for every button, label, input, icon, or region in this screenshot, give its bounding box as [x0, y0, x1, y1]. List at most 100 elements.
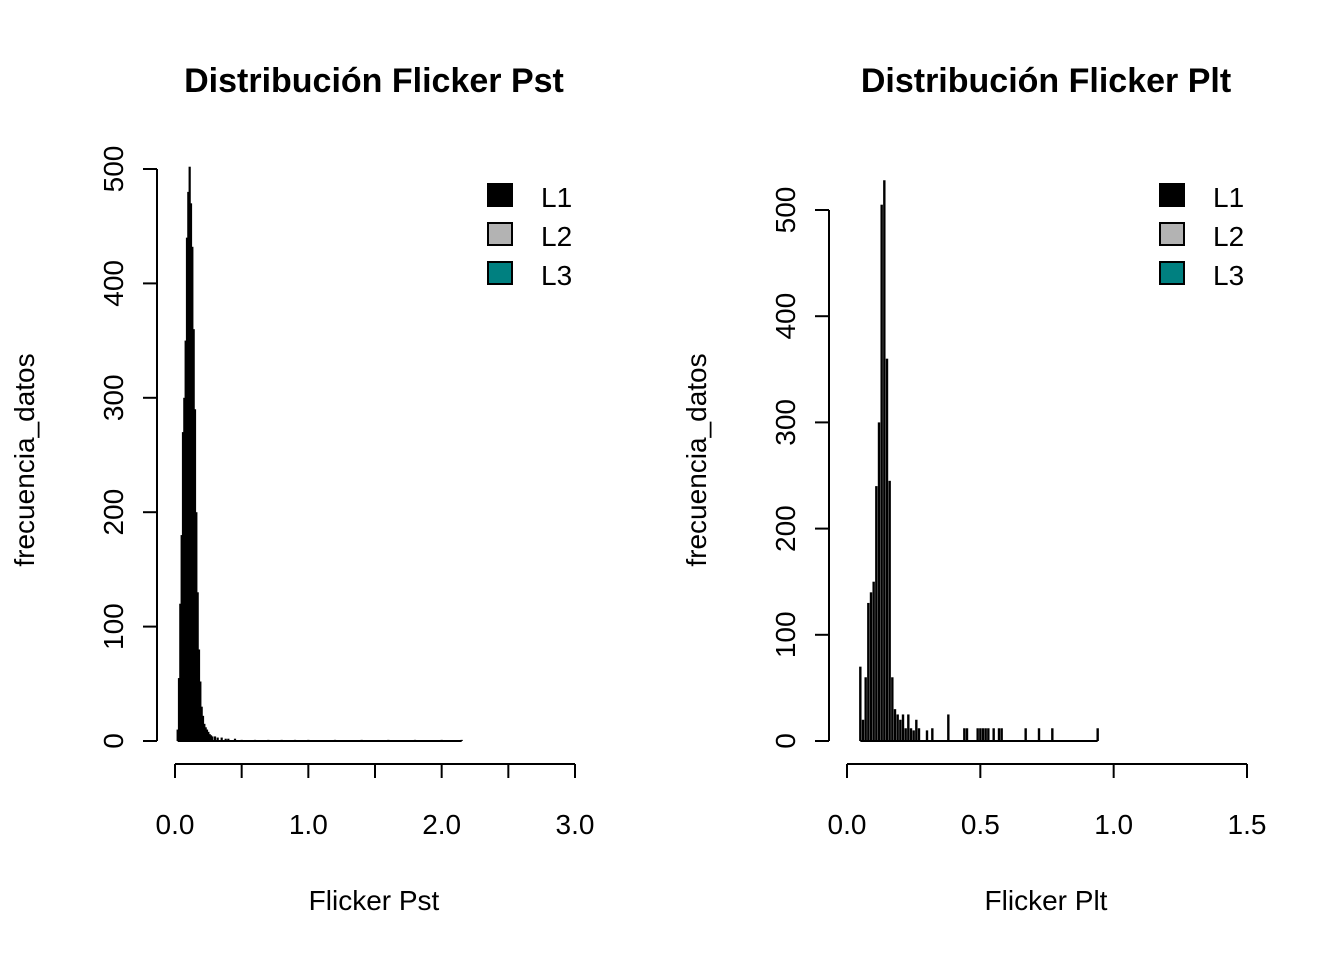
histogram-bar: [875, 486, 878, 741]
histogram-bar: [976, 728, 979, 741]
histogram-bar: [947, 714, 950, 741]
chart-title: Distribución Flicker Pst: [184, 62, 564, 100]
histogram-bar: [196, 592, 199, 741]
legend-label: L1: [1213, 182, 1244, 213]
histogram-bar: [899, 719, 902, 741]
histogram-bar: [859, 666, 862, 741]
x-tick-label: 1.5: [1228, 809, 1267, 840]
histogram-bar: [180, 535, 183, 741]
legend-swatch: [1159, 183, 1185, 207]
x-tick-label: 1.0: [289, 809, 328, 840]
y-axis: 0 100 200 300 400 500: [98, 146, 158, 749]
histogram-bar: [199, 681, 202, 741]
legend-label: L1: [541, 182, 572, 213]
histogram-bar: [209, 735, 213, 741]
histogram-bar: [1051, 728, 1054, 741]
histogram-bar: [867, 602, 870, 741]
legend-swatch: [487, 261, 513, 285]
chart-title: Distribución Flicker Plt: [861, 62, 1231, 100]
histogram-bar: [992, 728, 995, 741]
histogram-bar: [213, 736, 217, 741]
histogram-bar: [979, 728, 982, 741]
histogram-bar: [208, 734, 211, 741]
y-tick-label: 500: [770, 187, 801, 234]
histogram-bar: [965, 728, 969, 741]
histogram-bar: [925, 730, 929, 741]
legend-swatch: [1159, 222, 1185, 246]
x-tick-label: 2.0: [422, 809, 461, 840]
y-axis: 0 100 200 300 400 500: [770, 187, 830, 749]
histogram-bar: [883, 180, 886, 741]
histogram-bar: [184, 340, 187, 741]
x-axis: 0.0 0.5 1.0 1.5: [828, 763, 1267, 840]
x-tick-label: 1.0: [1094, 809, 1133, 840]
x-axis: 0.0 1.0 2.0 3.0: [156, 763, 595, 840]
histogram-bar: [885, 358, 889, 741]
histogram-bar: [195, 512, 198, 741]
y-tick-label: 200: [98, 489, 129, 536]
legend-label: L2: [541, 221, 572, 252]
x-tick-label: 0.0: [828, 809, 867, 840]
histogram-bar: [931, 728, 934, 741]
histogram-bar: [189, 203, 193, 741]
y-tick-label: 300: [770, 399, 801, 446]
histogram-bar: [888, 480, 891, 741]
histogram-bar: [861, 719, 865, 741]
histogram-bar: [963, 728, 966, 741]
legend-label: L3: [541, 260, 572, 291]
histogram-bar: [901, 714, 905, 741]
histogram-bar: [227, 738, 230, 741]
histogram-bar: [179, 603, 182, 741]
histogram-bar: [904, 728, 907, 741]
histogram-bar: [211, 736, 214, 741]
histogram-bar: [176, 729, 179, 741]
y-axis-label: frecuencia_datos: [9, 353, 40, 566]
histogram-bar: [191, 246, 194, 742]
histogram-bar: [893, 709, 897, 741]
x-axis-label: Flicker Pst: [309, 885, 440, 916]
histogram-bar: [185, 237, 189, 741]
histogram-bar: [200, 706, 203, 741]
y-tick-label: 500: [98, 146, 129, 193]
histogram-bar: [1037, 728, 1041, 741]
x-tick-label: 3.0: [556, 809, 595, 840]
histogram-bar: [984, 728, 987, 741]
histogram-bar: [201, 715, 205, 741]
histogram-bar: [193, 409, 197, 741]
histogram-bar: [220, 737, 223, 741]
histogram-bar: [205, 729, 209, 741]
legend-label: L3: [1213, 260, 1244, 291]
histogram-bar: [216, 737, 219, 741]
y-tick-label: 400: [770, 293, 801, 340]
legend-swatch: [487, 222, 513, 246]
histogram-bar: [909, 728, 913, 741]
histogram-bar: [877, 422, 881, 741]
histogram-bar: [917, 728, 921, 741]
histogram-bar: [987, 728, 990, 741]
y-axis-label: frecuencia_datos: [681, 353, 712, 566]
histogram-bar: [204, 727, 207, 741]
legend: L1 L2 L3: [1159, 182, 1244, 291]
histogram-bar: [1024, 728, 1027, 741]
histogram-bar: [981, 728, 985, 741]
x-tick-label: 0.0: [156, 809, 195, 840]
y-tick-label: 100: [770, 611, 801, 658]
histogram-bar: [192, 329, 195, 741]
histogram-bar: [872, 581, 875, 741]
histogram-bar: [1000, 728, 1003, 741]
legend-swatch: [1159, 261, 1185, 285]
legend-swatch: [487, 183, 513, 207]
histogram-bar: [181, 432, 185, 741]
y-tick-label: 300: [98, 374, 129, 421]
y-tick-label: 400: [98, 260, 129, 307]
y-tick-label: 100: [98, 603, 129, 650]
histogram-bars: [859, 180, 1099, 742]
histogram-bar: [233, 738, 237, 741]
histogram-bar: [880, 204, 883, 741]
histogram-bar: [864, 677, 867, 741]
histogram-bar: [197, 649, 201, 741]
y-tick-label: 0: [98, 733, 129, 749]
histogram-bar: [203, 723, 206, 741]
histogram-bar: [188, 166, 191, 741]
